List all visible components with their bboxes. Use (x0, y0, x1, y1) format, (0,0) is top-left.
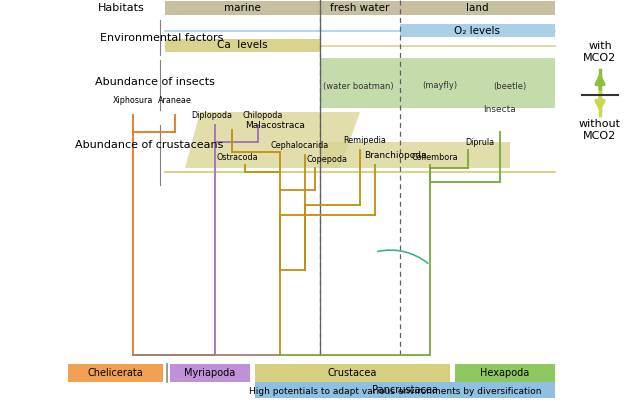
Text: Chilopoda: Chilopoda (243, 111, 283, 120)
Text: (water boatman): (water boatman) (323, 82, 394, 90)
Text: Xiphosura: Xiphosura (113, 96, 153, 105)
Text: (beetle): (beetle) (493, 82, 526, 90)
Bar (165, 1, 555, 15)
Text: Remipedia: Remipedia (343, 136, 386, 145)
Bar (320, 142, 510, 168)
Bar (255, 382, 555, 398)
Text: Malacostraca: Malacostraca (245, 120, 305, 130)
Text: marine: marine (223, 3, 261, 13)
Text: Cephalocarida: Cephalocarida (271, 141, 329, 150)
Text: Insecta: Insecta (483, 106, 516, 114)
Text: Ostracoda: Ostracoda (216, 153, 258, 162)
Text: Habitats: Habitats (98, 3, 145, 13)
Text: (mayfly): (mayfly) (422, 82, 458, 90)
Bar (455, 364, 555, 382)
Text: Environmental factors: Environmental factors (100, 33, 223, 43)
Text: Branchiopoda: Branchiopoda (364, 150, 426, 160)
Text: Copepoda: Copepoda (306, 155, 347, 164)
Text: Abundance of insects: Abundance of insects (95, 77, 215, 87)
Text: O₂ levels: O₂ levels (454, 26, 500, 36)
Text: fresh water: fresh water (331, 3, 390, 13)
Text: with
MCO2: with MCO2 (584, 41, 616, 63)
Text: Ca  levels: Ca levels (217, 40, 267, 50)
Text: Hexapoda: Hexapoda (480, 368, 530, 378)
Bar (255, 364, 450, 382)
Text: Pancrustacea: Pancrustacea (372, 385, 438, 395)
Text: Diprula: Diprula (465, 138, 494, 147)
Bar (68, 364, 163, 382)
Text: High potentials to adapt various environments by diversification: High potentials to adapt various environ… (248, 388, 541, 396)
Polygon shape (185, 112, 360, 168)
Bar (320, 58, 555, 108)
Text: Diplopoda: Diplopoda (191, 111, 232, 120)
Bar (170, 364, 250, 382)
Bar (165, 39, 320, 52)
Bar (400, 24, 555, 37)
Text: Myriapoda: Myriapoda (184, 368, 236, 378)
Text: Chelicerata: Chelicerata (87, 368, 143, 378)
Text: Abundance of crustaceans: Abundance of crustaceans (75, 140, 223, 150)
Text: Araneae: Araneae (158, 96, 192, 105)
Text: Crustacea: Crustacea (328, 368, 377, 378)
Text: land: land (465, 3, 489, 13)
Text: Collembora: Collembora (412, 153, 458, 162)
Text: without
MCO2: without MCO2 (579, 119, 621, 141)
